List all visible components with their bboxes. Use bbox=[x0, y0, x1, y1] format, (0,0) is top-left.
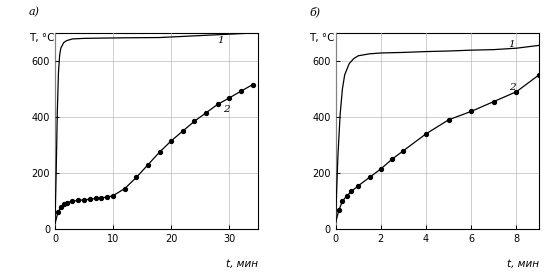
Text: t, мин: t, мин bbox=[507, 259, 539, 269]
Text: t, мин: t, мин bbox=[227, 259, 258, 269]
Text: б): б) bbox=[309, 6, 320, 17]
Text: T, °С: T, °С bbox=[29, 33, 54, 43]
Text: T, °С: T, °С bbox=[309, 33, 335, 43]
Text: 2: 2 bbox=[509, 83, 515, 92]
Text: 1: 1 bbox=[509, 40, 515, 49]
Text: а): а) bbox=[29, 7, 40, 17]
Text: 1: 1 bbox=[217, 36, 224, 45]
Text: 2: 2 bbox=[223, 105, 230, 114]
